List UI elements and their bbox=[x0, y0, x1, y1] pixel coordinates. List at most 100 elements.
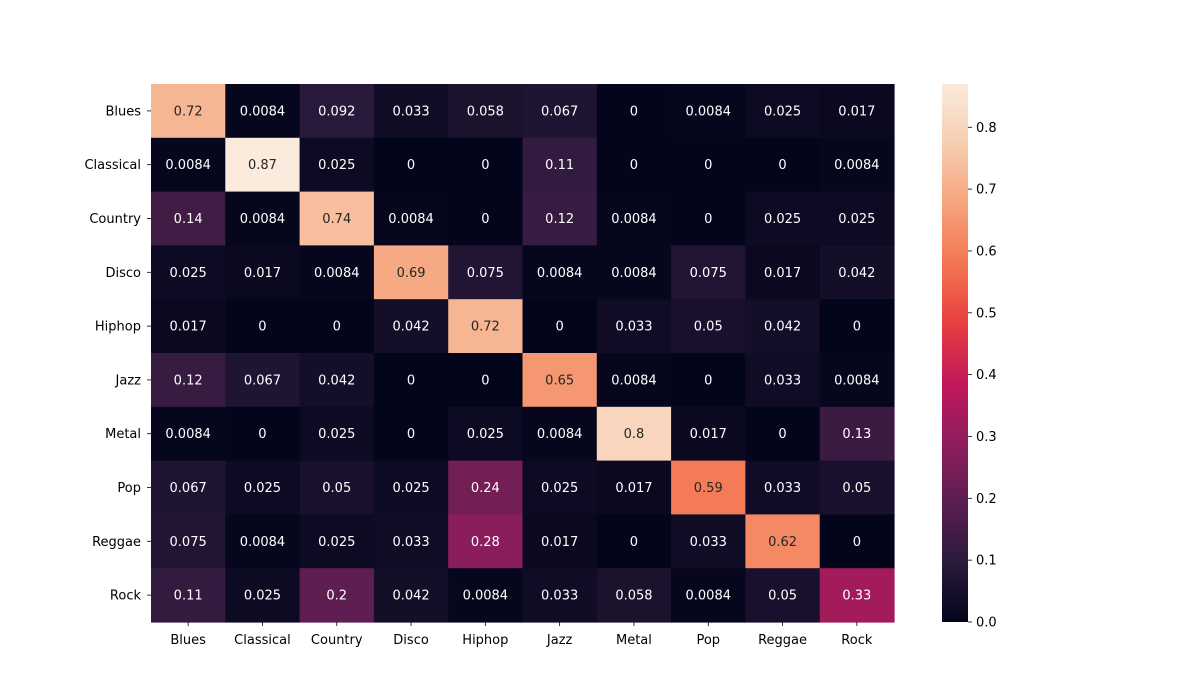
cell-value-label: 0.033 bbox=[690, 535, 727, 550]
cell-value-label: 0.8 bbox=[624, 427, 645, 442]
cell-value-label: 0.025 bbox=[764, 212, 801, 227]
heatmap-cell bbox=[522, 191, 598, 246]
cell-value-label: 0.067 bbox=[244, 373, 281, 388]
heatmap-cell bbox=[745, 191, 821, 246]
heatmap-cell bbox=[596, 353, 672, 408]
cell-value-label: 0.62 bbox=[768, 535, 797, 550]
heatmap-cell bbox=[373, 460, 449, 515]
heatmap-cell bbox=[745, 137, 821, 193]
cell-value-label: 0.0084 bbox=[537, 427, 583, 442]
y-axis-ticks: Blues Classical Country Disco Hiphop Jazz Meta… bbox=[84, 104, 151, 604]
heatmap-cell bbox=[225, 568, 301, 623]
y-tick-label: Rock bbox=[110, 589, 142, 604]
cell-value-label: 0.033 bbox=[764, 481, 801, 496]
cell-value-label: 0.0084 bbox=[611, 266, 657, 281]
cell-value-label: 0.0084 bbox=[834, 373, 880, 388]
heatmap-cell bbox=[299, 84, 375, 139]
cell-value-label: 0.042 bbox=[392, 320, 429, 335]
heatmap-cell bbox=[448, 568, 524, 623]
heatmap-cell bbox=[671, 406, 746, 462]
heatmap-cell bbox=[151, 137, 226, 193]
cell-value-label: 0 bbox=[407, 427, 415, 442]
cell-value-label: 0.0084 bbox=[686, 104, 732, 119]
heatmap-cell bbox=[299, 406, 375, 462]
cell-value-label: 0.74 bbox=[322, 212, 351, 227]
heatmap-cell bbox=[225, 460, 301, 515]
cell-value-label: 0.058 bbox=[467, 104, 504, 119]
x-tick-label: Blues bbox=[170, 633, 206, 648]
heatmap-cell bbox=[151, 353, 226, 408]
cell-value-label: 0.025 bbox=[318, 158, 355, 173]
heatmap-cell bbox=[671, 460, 746, 515]
heatmap-cell bbox=[671, 137, 746, 193]
y-tick-label: Reggae bbox=[92, 535, 141, 550]
y-tick-label: Jazz bbox=[115, 373, 142, 388]
cell-value-label: 0.025 bbox=[764, 104, 801, 119]
heatmap-cell bbox=[671, 191, 746, 246]
cell-value-label: 0.59 bbox=[694, 481, 723, 496]
cell-value-label: 0.025 bbox=[392, 481, 429, 496]
heatmap-cell bbox=[671, 353, 746, 408]
cell-value-label: 0.0084 bbox=[686, 589, 732, 604]
cell-value-label: 0.042 bbox=[318, 373, 355, 388]
x-tick-label: Reggae bbox=[758, 633, 807, 648]
cell-value-label: 0.025 bbox=[244, 481, 281, 496]
heatmap-cell bbox=[225, 299, 301, 354]
heatmap-cell bbox=[522, 353, 598, 408]
cell-value-label: 0.24 bbox=[471, 481, 500, 496]
cell-value-label: 0.075 bbox=[467, 266, 504, 281]
cell-value-label: 0.0084 bbox=[165, 427, 211, 442]
heatmap-cell bbox=[299, 299, 375, 354]
cell-value-label: 0.025 bbox=[318, 535, 355, 550]
colorbar-tick-label: 0.6 bbox=[976, 244, 997, 259]
heatmap-cell bbox=[373, 84, 449, 139]
cell-value-label: 0 bbox=[481, 158, 489, 173]
cell-value-label: 0.033 bbox=[764, 373, 801, 388]
heatmap-cell bbox=[671, 514, 746, 569]
cell-value-label: 0.65 bbox=[545, 373, 574, 388]
heatmap-cell bbox=[745, 460, 821, 515]
heatmap-cell bbox=[299, 137, 375, 193]
heatmap-cell bbox=[448, 191, 524, 246]
cell-value-label: 0.0084 bbox=[240, 212, 286, 227]
heatmap-cell bbox=[225, 191, 301, 246]
cell-value-label: 0 bbox=[853, 320, 861, 335]
heatmap-cell bbox=[299, 353, 375, 408]
heatmap-cell bbox=[671, 299, 746, 354]
cell-value-label: 0.0084 bbox=[834, 158, 880, 173]
heatmap-cell bbox=[522, 299, 598, 354]
colorbar bbox=[942, 84, 968, 622]
heatmap-cell bbox=[819, 299, 895, 354]
heatmap-cell bbox=[373, 299, 449, 354]
heatmap-cell bbox=[522, 406, 598, 462]
heatmap-cell bbox=[448, 514, 524, 569]
heatmap-cell bbox=[596, 137, 672, 193]
heatmap-cell bbox=[448, 353, 524, 408]
cell-value-label: 0 bbox=[481, 212, 489, 227]
heatmap-cell bbox=[596, 299, 672, 354]
heatmap-cell bbox=[596, 406, 672, 462]
x-axis-ticks: Blues Classical Country Disco Hiphop Jazz Meta… bbox=[170, 622, 873, 648]
heatmap-cell bbox=[151, 299, 226, 354]
cell-value-label: 0.092 bbox=[318, 104, 355, 119]
heatmap-cell bbox=[373, 406, 449, 462]
heatmap-cell bbox=[225, 84, 301, 139]
cell-value-label: 0.042 bbox=[392, 589, 429, 604]
heatmap-cell bbox=[151, 406, 226, 462]
colorbar-tick-label: 0.8 bbox=[976, 121, 997, 136]
cell-value-label: 0.0084 bbox=[611, 373, 657, 388]
heatmap-cell bbox=[299, 514, 375, 569]
heatmap-cell bbox=[373, 353, 449, 408]
heatmap-cell bbox=[448, 84, 524, 139]
x-tick-label: Rock bbox=[841, 633, 873, 648]
heatmap-cell bbox=[819, 353, 895, 408]
cell-value-label: 0.017 bbox=[541, 535, 578, 550]
cell-value-label: 0.025 bbox=[318, 427, 355, 442]
heatmap-cell bbox=[225, 353, 301, 408]
cell-value-label: 0.017 bbox=[615, 481, 652, 496]
cell-value-label: 0.05 bbox=[322, 481, 351, 496]
heatmap-cell bbox=[745, 299, 821, 354]
cell-value-label: 0.042 bbox=[838, 266, 875, 281]
x-tick-label: Classical bbox=[234, 633, 291, 648]
heatmap-cell bbox=[151, 514, 226, 569]
